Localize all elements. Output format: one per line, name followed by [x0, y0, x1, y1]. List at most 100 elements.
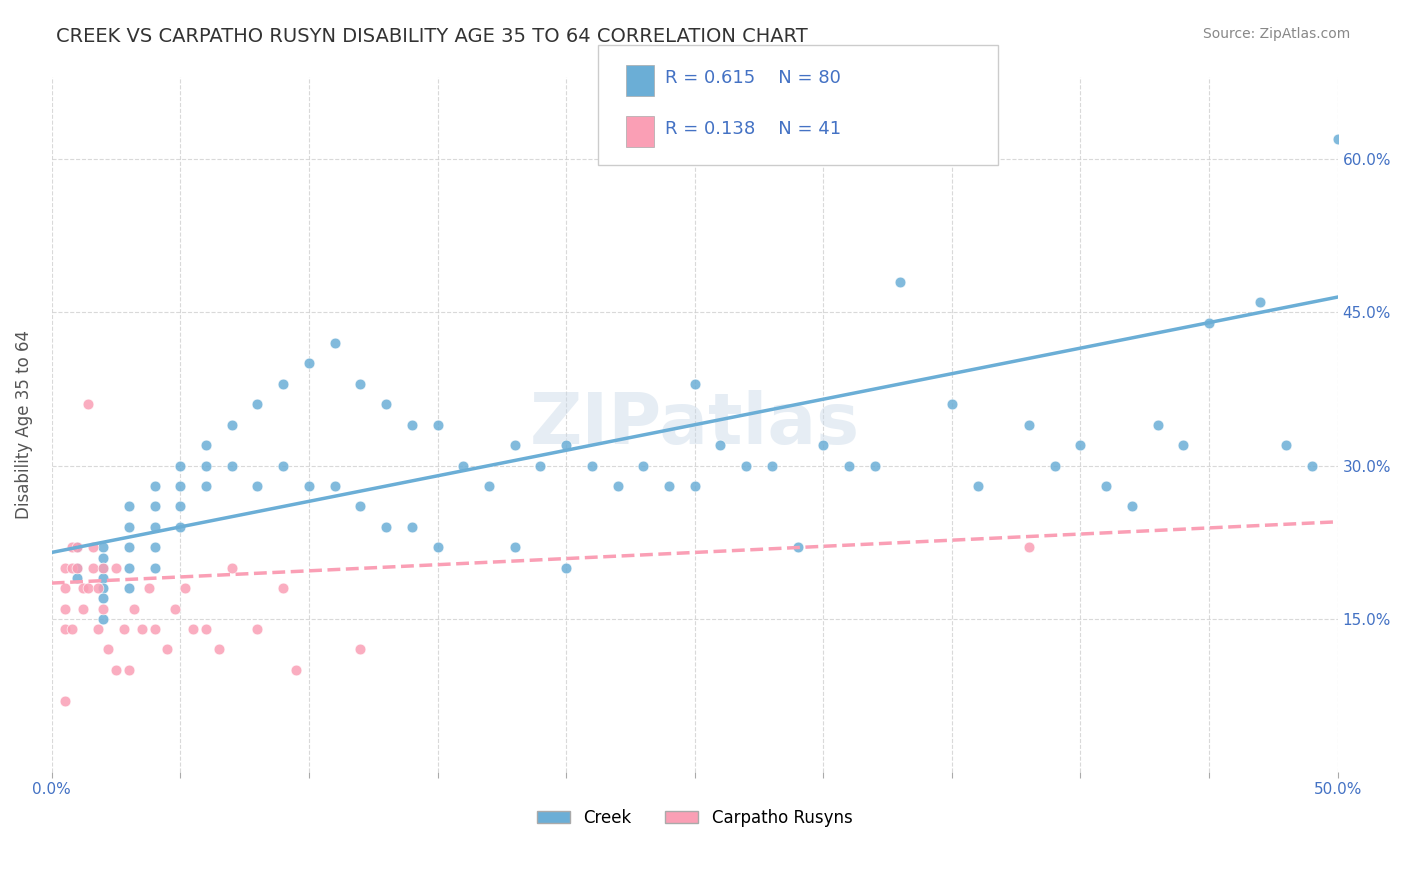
- Text: R = 0.138    N = 41: R = 0.138 N = 41: [665, 120, 841, 138]
- Point: [76, 397, 98, 411]
- Point: [709, 438, 731, 452]
- Point: [683, 376, 706, 391]
- Point: [169, 458, 191, 473]
- Point: [143, 520, 166, 534]
- Point: [112, 622, 135, 636]
- Point: [271, 581, 294, 595]
- Point: [118, 581, 141, 595]
- Point: [221, 560, 243, 574]
- Point: [735, 458, 758, 473]
- Point: [1275, 438, 1298, 452]
- Text: R = 0.615    N = 80: R = 0.615 N = 80: [665, 69, 841, 87]
- Point: [53, 581, 76, 595]
- Point: [118, 560, 141, 574]
- Point: [91, 571, 114, 585]
- Point: [323, 479, 346, 493]
- Point: [401, 417, 423, 432]
- Point: [1146, 417, 1168, 432]
- Point: [813, 438, 835, 452]
- Point: [138, 581, 160, 595]
- Point: [165, 601, 187, 615]
- Point: [246, 397, 269, 411]
- Point: [143, 541, 166, 555]
- Point: [72, 581, 94, 595]
- Point: [66, 541, 89, 555]
- Point: [1043, 458, 1066, 473]
- Point: [349, 376, 371, 391]
- Point: [66, 571, 89, 585]
- Point: [169, 520, 191, 534]
- Point: [349, 642, 371, 657]
- Point: [1095, 479, 1118, 493]
- Legend: Creek, Carpatho Rusyns: Creek, Carpatho Rusyns: [530, 802, 859, 833]
- Point: [503, 438, 526, 452]
- Point: [1326, 132, 1348, 146]
- Point: [53, 601, 76, 615]
- Point: [195, 622, 218, 636]
- Point: [105, 560, 128, 574]
- Point: [1198, 316, 1220, 330]
- Point: [298, 356, 321, 370]
- Point: [60, 622, 83, 636]
- Point: [53, 622, 76, 636]
- Point: [105, 663, 128, 677]
- Point: [761, 458, 783, 473]
- Point: [349, 500, 371, 514]
- Point: [169, 500, 191, 514]
- Point: [195, 438, 218, 452]
- Point: [1121, 500, 1143, 514]
- Point: [87, 622, 110, 636]
- Point: [82, 560, 104, 574]
- Point: [76, 581, 98, 595]
- Point: [118, 663, 141, 677]
- Point: [169, 479, 191, 493]
- Point: [1301, 458, 1323, 473]
- Point: [53, 560, 76, 574]
- Point: [271, 458, 294, 473]
- Point: [91, 550, 114, 565]
- Point: [1173, 438, 1195, 452]
- Point: [143, 560, 166, 574]
- Point: [53, 693, 76, 707]
- Point: [941, 397, 963, 411]
- Point: [66, 560, 89, 574]
- Point: [375, 520, 398, 534]
- Point: [1250, 295, 1272, 310]
- Point: [786, 541, 808, 555]
- Point: [1018, 541, 1040, 555]
- Point: [606, 479, 628, 493]
- Point: [658, 479, 681, 493]
- Point: [143, 500, 166, 514]
- Text: ZIPatlas: ZIPatlas: [530, 390, 859, 459]
- Point: [195, 479, 218, 493]
- Point: [246, 622, 269, 636]
- Point: [91, 601, 114, 615]
- Point: [298, 479, 321, 493]
- Point: [529, 458, 551, 473]
- Point: [97, 642, 120, 657]
- Point: [91, 560, 114, 574]
- Point: [478, 479, 501, 493]
- Point: [375, 397, 398, 411]
- Point: [581, 458, 603, 473]
- Point: [66, 560, 89, 574]
- Point: [503, 541, 526, 555]
- Point: [1069, 438, 1091, 452]
- Point: [72, 601, 94, 615]
- Point: [131, 622, 153, 636]
- Text: Source: ZipAtlas.com: Source: ZipAtlas.com: [1202, 27, 1350, 41]
- Point: [60, 541, 83, 555]
- Point: [246, 479, 269, 493]
- Point: [401, 520, 423, 534]
- Point: [143, 622, 166, 636]
- Point: [426, 417, 449, 432]
- Point: [966, 479, 988, 493]
- Point: [122, 601, 145, 615]
- Point: [221, 417, 243, 432]
- Point: [60, 560, 83, 574]
- Point: [1018, 417, 1040, 432]
- Point: [91, 560, 114, 574]
- Point: [195, 458, 218, 473]
- Point: [221, 458, 243, 473]
- Point: [451, 458, 474, 473]
